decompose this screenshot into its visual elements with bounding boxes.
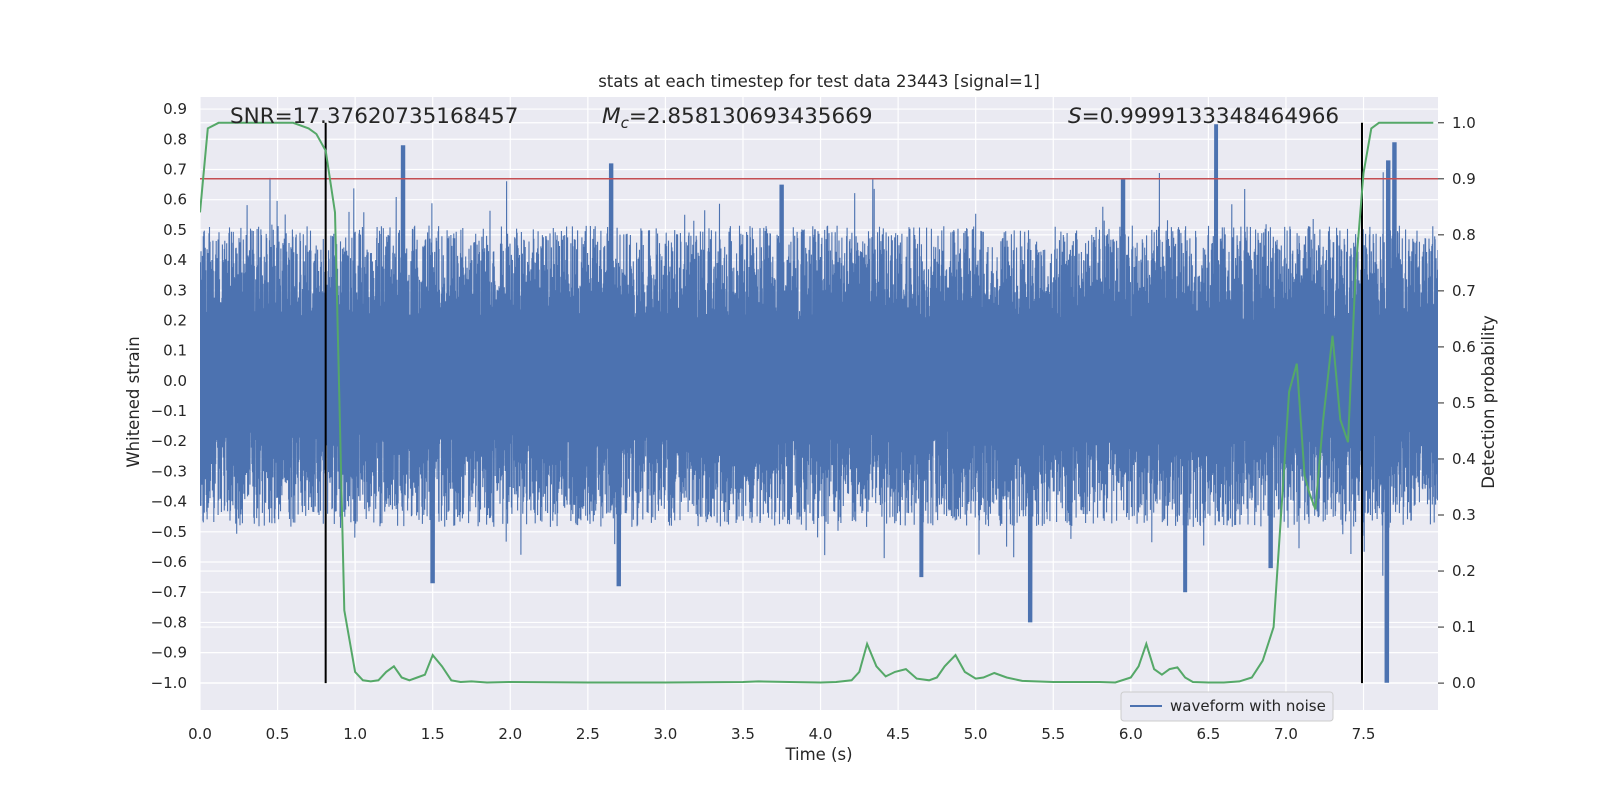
x-tick-label: 0.5 bbox=[266, 725, 290, 743]
y-left-tick-label: −0.3 bbox=[151, 462, 187, 480]
y-left-tick-label: 0.6 bbox=[163, 191, 187, 209]
x-tick-label: 0.0 bbox=[188, 725, 212, 743]
y-left-tick-label: 0.3 bbox=[163, 281, 187, 299]
y-right-tick-label: 0.9 bbox=[1452, 170, 1476, 188]
x-tick-label: 5.5 bbox=[1041, 725, 1065, 743]
y-left-tick-label: 0.4 bbox=[163, 251, 187, 269]
x-tick-label: 1.0 bbox=[343, 725, 367, 743]
x-tick-label: 1.5 bbox=[421, 725, 445, 743]
x-tick-label: 4.5 bbox=[886, 725, 910, 743]
legend-box bbox=[1120, 691, 1334, 722]
y-right-tick-label: 0.4 bbox=[1452, 450, 1476, 468]
probability-series bbox=[200, 121, 1434, 684]
y-left-tick-label: 0.1 bbox=[163, 342, 187, 360]
x-tick-label: 4.0 bbox=[809, 725, 833, 743]
strain-series bbox=[200, 124, 1438, 683]
y-left-tick-label: 0.8 bbox=[163, 130, 187, 148]
x-tick-label: 3.5 bbox=[731, 725, 755, 743]
y-left-tick-label: −0.6 bbox=[151, 553, 187, 571]
y-right-tick-label: 0.2 bbox=[1452, 562, 1476, 580]
x-tick-label: 2.0 bbox=[498, 725, 522, 743]
waveform-with-noise-line bbox=[200, 124, 1438, 683]
y-left-tick-label: 0.0 bbox=[163, 372, 187, 390]
x-axis-label: Time (s) bbox=[784, 745, 852, 764]
y-left-tick-label: 0.2 bbox=[163, 311, 187, 329]
y-right-tick-label: 0.5 bbox=[1452, 394, 1476, 412]
y-left-tick-label: −0.7 bbox=[151, 583, 187, 601]
score-symbol: S bbox=[1068, 104, 1082, 129]
x-tick-label: 7.0 bbox=[1274, 725, 1298, 743]
y-left-tick-label: −1.0 bbox=[151, 674, 187, 692]
x-tick-label: 7.5 bbox=[1352, 725, 1376, 743]
y-left-tick-label: −0.9 bbox=[151, 644, 187, 662]
ticks: 0.0 0.5 1.0 1.5 2.0 2.5 3.0 3.5 4.0 4.5 5.0 5.5 6.0 6… bbox=[151, 100, 1476, 743]
y-right-tick-label: 0.7 bbox=[1452, 282, 1476, 300]
x-tick-label: 5.0 bbox=[964, 725, 988, 743]
y-right-tick-label: 0.3 bbox=[1452, 506, 1476, 524]
snr-annotation: SNR=17.37620735168457 bbox=[230, 104, 518, 129]
y-left-tick-label: 0.7 bbox=[163, 160, 187, 178]
legend: waveform with noise bbox=[1120, 691, 1334, 722]
y-axis-right-label: Detection probability bbox=[1479, 315, 1498, 489]
y-left-tick-label: −0.1 bbox=[151, 402, 187, 420]
x-tick-label: 2.5 bbox=[576, 725, 600, 743]
y-right-tick-label: 1.0 bbox=[1452, 114, 1476, 132]
y-left-tick-label: −0.5 bbox=[151, 523, 187, 541]
y-right-tick-label: 0.6 bbox=[1452, 338, 1476, 356]
y-left-tick-label: −0.2 bbox=[151, 432, 187, 450]
x-tick-label: 6.0 bbox=[1119, 725, 1143, 743]
legend-label-waveform: waveform with noise bbox=[1170, 697, 1326, 715]
y-axis-left-label: Whitened strain bbox=[124, 336, 143, 467]
y-left-tick-label: −0.4 bbox=[151, 493, 187, 511]
x-tick-label: 6.5 bbox=[1196, 725, 1220, 743]
detection-probability-line bbox=[200, 121, 1434, 684]
score-annotation: S=0.9999133348464966 bbox=[1068, 104, 1339, 129]
y-left-tick-label: 0.9 bbox=[163, 100, 187, 118]
chirp-mass-subscript: c bbox=[621, 114, 630, 132]
chirp-mass-annotation: Mc=2.858130693435669 bbox=[602, 104, 873, 132]
y-left-tick-label: −0.8 bbox=[151, 613, 187, 631]
y-right-tick-label: 0.1 bbox=[1452, 618, 1476, 636]
x-tick-label: 3.0 bbox=[653, 725, 677, 743]
score-value: =0.9999133348464966 bbox=[1082, 104, 1339, 129]
y-right-tick-label: 0.8 bbox=[1452, 226, 1476, 244]
chart-title: stats at each timestep for test data 234… bbox=[598, 72, 1040, 91]
y-left-tick-label: 0.5 bbox=[163, 221, 187, 239]
vertical-markers bbox=[200, 122, 1438, 684]
y-right-tick-label: 0.0 bbox=[1452, 674, 1476, 692]
chirp-mass-symbol: M bbox=[602, 104, 621, 129]
chirp-mass-value: =2.858130693435669 bbox=[629, 104, 873, 129]
